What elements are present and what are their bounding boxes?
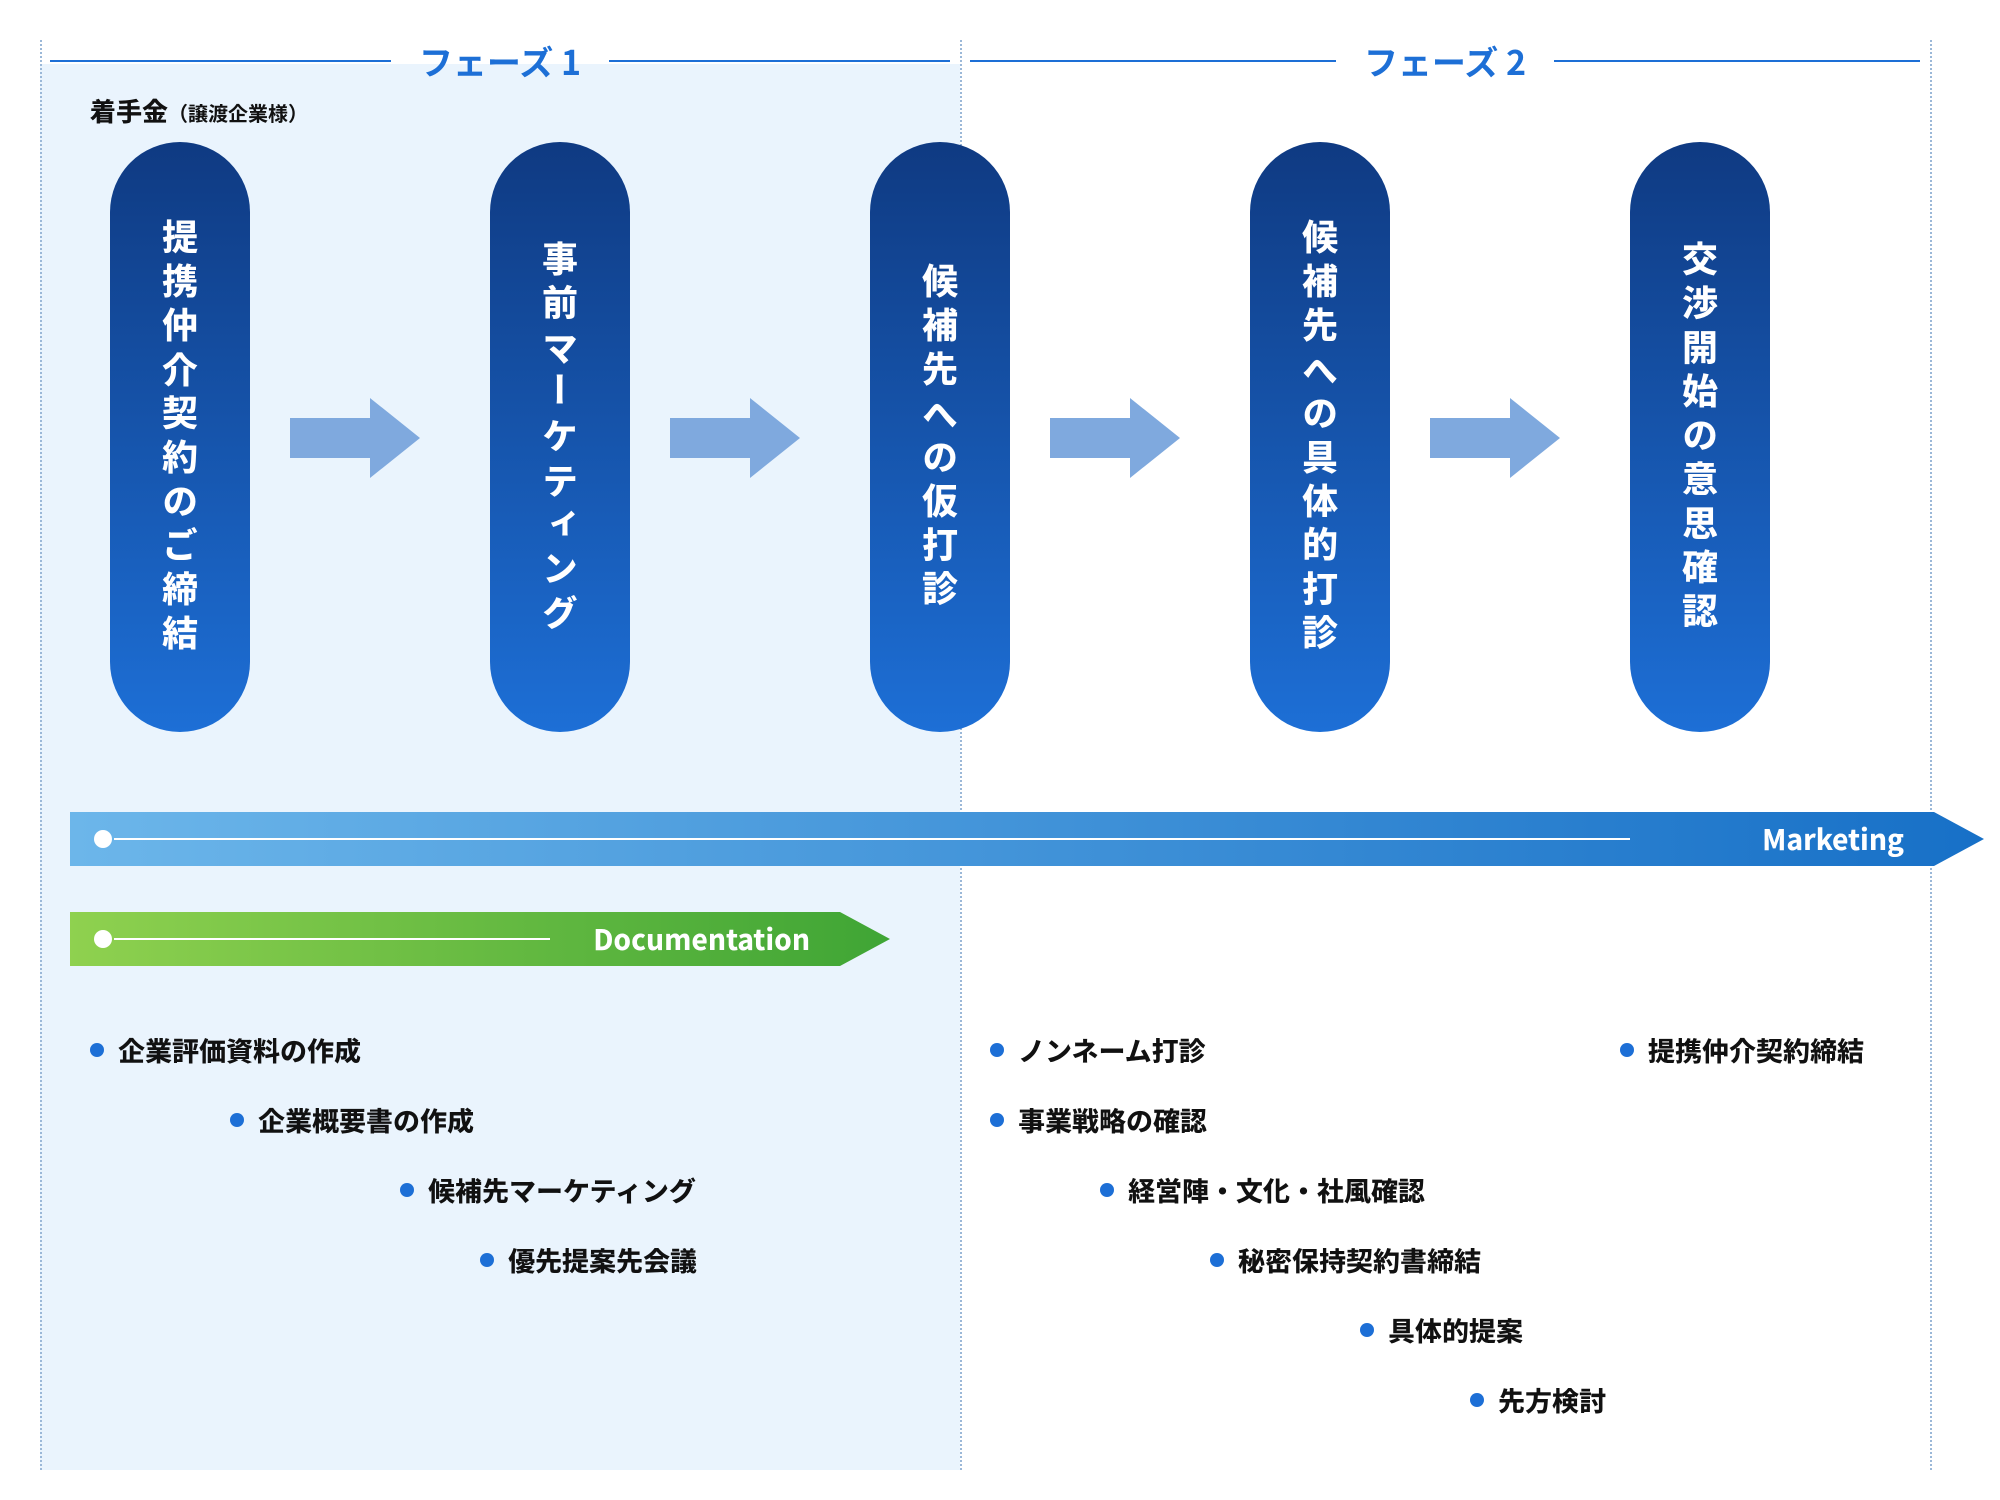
flow-arrow-4	[1430, 398, 1560, 478]
bullet-dot-icon	[1210, 1253, 1224, 1267]
bullet-item: 先方検討	[1470, 1380, 1606, 1419]
bullet-item: 企業概要書の作成	[230, 1100, 474, 1139]
bullet-dot-icon	[1100, 1183, 1114, 1197]
flow-arrow-2	[670, 398, 800, 478]
step-pill-2: 事前マーケティング	[490, 142, 630, 732]
step-pill-1: 提携仲介契約のご締結	[110, 142, 250, 732]
step-label: 事前マーケティング	[542, 239, 578, 635]
bullet-text: 具体的提案	[1388, 1310, 1523, 1349]
bullet-text: ノンネーム打診	[1018, 1030, 1206, 1069]
phase-header-2: フェーズ 2	[970, 36, 1920, 85]
step-pill-4: 候補先への具体的打診	[1250, 142, 1390, 732]
retainer-fee-label: 着手金（譲渡企業様）	[90, 92, 308, 129]
flow-arrow-1	[290, 398, 420, 478]
bullet-text: 優先提案先会議	[508, 1240, 697, 1279]
step-label: 候補先への具体的打診	[1302, 217, 1338, 657]
timeline-midline	[114, 838, 1630, 840]
bullet-dot-icon	[230, 1113, 244, 1127]
bullet-dot-icon	[990, 1043, 1004, 1057]
bullet-dot-icon	[480, 1253, 494, 1267]
bullet-text: 企業概要書の作成	[258, 1100, 474, 1139]
timeline-dot	[94, 830, 112, 848]
bullet-text: 先方検討	[1498, 1380, 1606, 1419]
bullet-text: 秘密保持契約書締結	[1238, 1240, 1481, 1279]
bullet-dot-icon	[400, 1183, 414, 1197]
timeline-label: Marketing	[1762, 819, 1904, 859]
bullet-dot-icon	[90, 1043, 104, 1057]
bullet-item: 具体的提案	[1360, 1310, 1523, 1349]
phase-label: フェーズ 2	[1336, 36, 1554, 85]
bullet-text: 企業評価資料の作成	[118, 1030, 361, 1069]
step-label: 提携仲介契約のご締結	[162, 217, 198, 657]
bullet-text: 事業戦略の確認	[1018, 1100, 1207, 1139]
bullet-dot-icon	[990, 1113, 1004, 1127]
bullet-item: 優先提案先会議	[480, 1240, 697, 1279]
vertical-divider-2	[1930, 40, 1932, 1470]
bullet-text: 候補先マーケティング	[428, 1170, 696, 1209]
bullet-item: 経営陣・文化・社風確認	[1100, 1170, 1425, 1209]
timeline-dot	[94, 930, 112, 948]
step-label: 候補先への仮打診	[922, 261, 958, 613]
timeline-documentation: Documentation	[70, 912, 890, 966]
timeline-label: Documentation	[593, 919, 810, 959]
flow-arrow-3	[1050, 398, 1180, 478]
subtitle-note: （譲渡企業様）	[168, 98, 308, 127]
bullet-text: 経営陣・文化・社風確認	[1128, 1170, 1425, 1209]
bullet-item: 事業戦略の確認	[990, 1100, 1207, 1139]
bullet-text: 提携仲介契約締結	[1648, 1030, 1864, 1069]
bullet-dot-icon	[1360, 1323, 1374, 1337]
step-label: 交渉開始の意思確認	[1682, 239, 1718, 635]
timeline-marketing: Marketing	[70, 812, 1984, 866]
bullet-item: 候補先マーケティング	[400, 1170, 696, 1209]
phase-label: フェーズ 1	[391, 36, 609, 85]
step-pill-3: 候補先への仮打診	[870, 142, 1010, 732]
timeline-midline	[114, 938, 550, 940]
step-pill-5: 交渉開始の意思確認	[1630, 142, 1770, 732]
bullet-item: ノンネーム打診	[990, 1030, 1206, 1069]
phase-header-1: フェーズ 1	[50, 36, 950, 85]
bullet-item: 企業評価資料の作成	[90, 1030, 361, 1069]
bullet-item: 提携仲介契約締結	[1620, 1030, 1864, 1069]
bullet-dot-icon	[1620, 1043, 1634, 1057]
vertical-divider-0	[40, 40, 42, 1470]
subtitle-main: 着手金	[90, 92, 168, 129]
bullet-item: 秘密保持契約書締結	[1210, 1240, 1481, 1279]
bullet-dot-icon	[1470, 1393, 1484, 1407]
